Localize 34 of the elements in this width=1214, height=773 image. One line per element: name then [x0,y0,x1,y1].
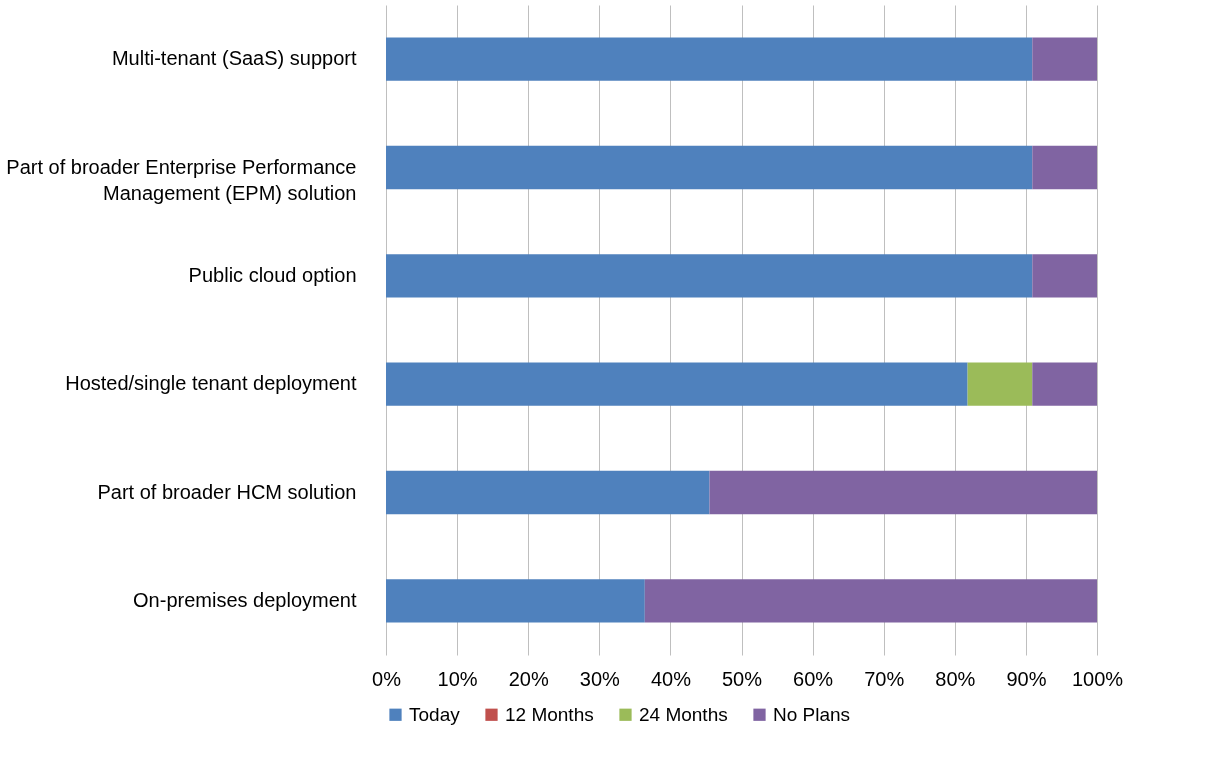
bar [386,254,1033,298]
bar [967,362,1033,406]
x-tick-label: 80% [935,667,976,690]
x-tick-label: 40% [650,667,692,690]
bar [386,362,968,406]
x-tick-label: 20% [508,667,549,690]
bar [1032,254,1097,298]
legend-label: 12 Months [505,703,594,725]
x-tick-label: 100% [1071,667,1124,690]
legend-label: Today [409,703,461,725]
x-tick-label: 10% [437,667,478,690]
legend-label: 24 Months [639,703,728,725]
y-tick-label: Hosted/single tenant deployment [65,372,357,395]
bar [709,470,1097,515]
y-tick-label: Multi-tenant (SaaS) support [111,47,357,70]
bar [386,470,710,515]
y-tick-label: Public cloud option [188,263,357,286]
y-tick-label: Part of broader Enterprise Performance Management (EPM) solution [6,155,357,204]
y-tick-label: On-premises deployment [133,588,357,611]
x-tick-label: 70% [864,667,905,690]
x-tick-label: 90% [1006,667,1047,690]
bar [1032,37,1097,81]
x-tick-label: 30% [579,667,621,690]
x-tick-label: 60% [793,667,834,690]
x-tick-label: 0% [372,667,402,690]
legend-label: No Plans [773,703,851,725]
bar [644,579,1097,623]
bar [386,579,645,623]
y-tick-label: Part of broader HCM solution [97,480,357,503]
x-tick-label: 50% [721,667,763,690]
bar [1032,362,1097,406]
bar [1032,145,1097,190]
bar [386,37,1033,81]
bar [386,145,1033,190]
